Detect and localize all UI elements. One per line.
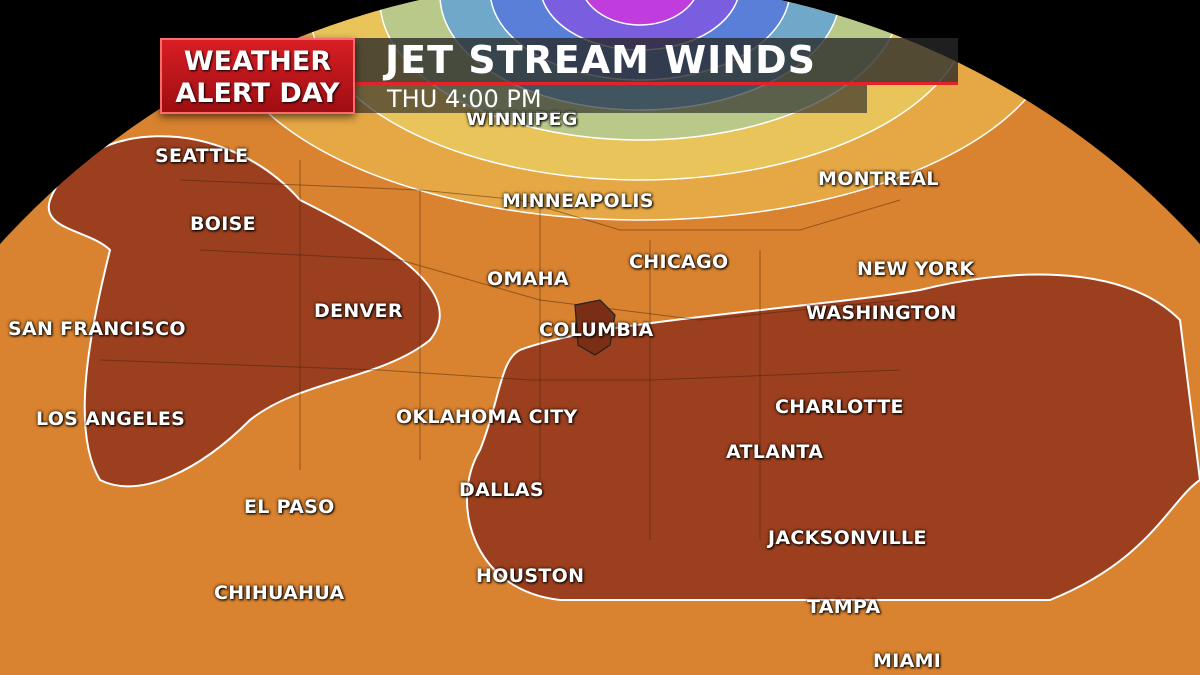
city-label: MINNEAPOLIS (502, 190, 654, 212)
page-title: JET STREAM WINDS (385, 38, 816, 82)
city-label: LOS ANGELES (36, 408, 186, 430)
city-label: OMAHA (487, 268, 569, 290)
city-label: WASHINGTON (806, 302, 957, 324)
city-label: DENVER (314, 300, 403, 322)
city-label: TAMPA (807, 596, 881, 618)
city-label: CHARLOTTE (775, 396, 904, 418)
city-label: ATLANTA (726, 441, 824, 463)
city-label: DALLAS (459, 479, 544, 501)
city-label: MONTREAL (818, 168, 939, 190)
weather-alert-day-badge: WEATHER ALERT DAY (160, 38, 355, 114)
city-label: OKLAHOMA CITY (396, 406, 578, 428)
city-label: MIAMI (873, 650, 942, 672)
city-label: EL PASO (244, 496, 335, 518)
city-label: WINNIPEG (466, 108, 578, 130)
city-label: CHICAGO (629, 251, 729, 273)
city-label: SEATTLE (155, 145, 249, 167)
jet-core (579, 0, 701, 26)
forecast-time: THU 4:00 PM (387, 85, 542, 113)
city-label: BOISE (190, 213, 256, 235)
low-wind-east (466, 273, 1200, 602)
city-label: SAN FRANCISCO (8, 318, 186, 340)
city-label: JACKSONVILLE (768, 527, 927, 549)
city-label: HOUSTON (476, 565, 585, 587)
title-banner: JET STREAM WINDS (355, 38, 958, 85)
subtitle-banner: THU 4:00 PM (355, 85, 867, 113)
columbia-county-outline (574, 299, 616, 356)
city-label: NEW YORK (857, 258, 975, 280)
city-label: COLUMBIA (539, 319, 654, 341)
city-label: CHIHUAHUA (214, 582, 345, 604)
low-wind-west (47, 135, 441, 488)
